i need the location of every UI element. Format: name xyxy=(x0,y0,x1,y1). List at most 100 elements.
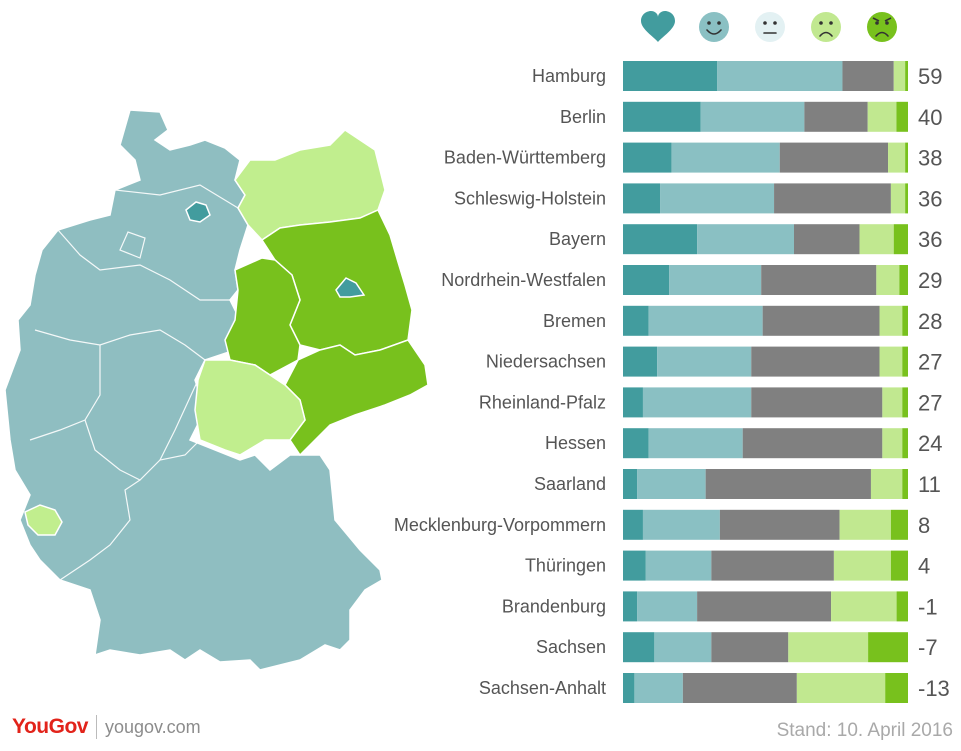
brand: YouGov yougov.com xyxy=(12,713,201,741)
bar-segment-like xyxy=(642,387,752,418)
category-label: Rheinland-Pfalz xyxy=(479,392,606,412)
net-score: 27 xyxy=(918,350,942,375)
bar-segment-dislike xyxy=(867,101,897,132)
net-score: 8 xyxy=(918,513,930,538)
bar-segment-neutral xyxy=(751,387,883,418)
divider xyxy=(95,715,97,739)
bar-segment-love xyxy=(623,469,638,499)
net-score: -1 xyxy=(918,594,938,619)
yougov-logo[interactable]: YouGov xyxy=(12,715,88,738)
category-label: Sachsen-Anhalt xyxy=(479,678,606,698)
bar-segment-love xyxy=(623,428,649,459)
net-score: -13 xyxy=(918,676,950,701)
category-label: Sachsen xyxy=(536,637,606,657)
bar-segment-neutral xyxy=(794,224,860,255)
category-label: Niedersachsen xyxy=(486,352,606,372)
bar-segment-dislike xyxy=(839,509,891,540)
bar-segment-like xyxy=(637,591,698,622)
net-score: 24 xyxy=(918,431,942,456)
bar-segment-dislike xyxy=(833,550,891,581)
bar-segment-neutral xyxy=(762,305,880,336)
site-url[interactable]: yougov.com xyxy=(104,716,201,737)
bar-segment-hate xyxy=(890,550,908,581)
map-hamburg xyxy=(185,201,211,223)
bar-segment-dislike xyxy=(831,591,897,622)
bar-segment-neutral xyxy=(842,61,894,91)
bar-segment-dislike xyxy=(788,632,869,663)
category-label: Nordrhein-Westfalen xyxy=(441,270,606,290)
bar-segment-dislike xyxy=(879,305,903,336)
category-label: Baden-Württemberg xyxy=(444,148,606,168)
category-label: Schleswig-Holstein xyxy=(454,188,606,208)
bar-segment-love xyxy=(623,224,698,255)
bar-segment-like xyxy=(645,550,712,581)
bar-segment-love xyxy=(623,61,718,91)
bar-segment-like xyxy=(671,142,780,173)
bar-segment-hate xyxy=(902,428,908,459)
bar-segment-hate xyxy=(905,61,908,91)
bar-segment-hate xyxy=(902,305,908,336)
bar-segment-hate xyxy=(890,509,908,540)
net-score: 36 xyxy=(918,227,942,252)
net-score: 36 xyxy=(918,186,942,211)
bar-segment-love xyxy=(623,632,655,663)
category-label: Bayern xyxy=(549,229,606,249)
bar-segment-neutral xyxy=(711,550,834,581)
bar-segment-like xyxy=(717,61,843,91)
bar-segment-love xyxy=(623,550,646,581)
bar-segment-like xyxy=(654,632,712,663)
bar-segment-dislike xyxy=(882,428,903,459)
category-label: Bremen xyxy=(543,311,606,331)
bar-segment-love xyxy=(623,387,643,418)
bar-segment-hate xyxy=(902,387,908,418)
bar-segment-love xyxy=(623,183,661,214)
category-label: Berlin xyxy=(560,107,606,127)
bar-segment-dislike xyxy=(890,183,906,214)
bar-segment-hate xyxy=(885,673,908,703)
heart-icon xyxy=(641,11,675,42)
stand-date: Stand: 10. April 2016 xyxy=(776,720,953,741)
bar-segment-hate xyxy=(905,142,908,173)
bar-segment-like xyxy=(700,101,805,132)
bar-segment-like xyxy=(660,183,775,214)
bar-segment-hate xyxy=(868,632,908,663)
smiley-neutral-icon xyxy=(755,12,785,42)
bar-segment-neutral xyxy=(751,346,880,377)
bar-segment-hate xyxy=(896,591,908,622)
bar-segment-like xyxy=(634,673,683,703)
bar-segment-neutral xyxy=(711,632,789,663)
category-label: Hessen xyxy=(545,433,606,453)
bar-segment-love xyxy=(623,101,701,132)
map-thueringen xyxy=(194,359,306,456)
map-state-borders xyxy=(29,184,239,581)
bar-segment-love xyxy=(623,346,658,377)
bar-segment-love xyxy=(623,305,649,336)
category-label: Mecklenburg-Vorpommern xyxy=(394,515,606,535)
net-score: 38 xyxy=(918,146,942,171)
bar-segment-neutral xyxy=(719,509,840,540)
category-label: Hamburg xyxy=(532,66,606,86)
bar-segment-like xyxy=(657,346,752,377)
map-saarland xyxy=(24,504,63,536)
bar-segment-hate xyxy=(902,469,908,499)
net-score: 27 xyxy=(918,390,942,415)
bar-segment-love xyxy=(623,265,670,295)
bar-segment-dislike xyxy=(796,673,886,703)
bar-segment-neutral xyxy=(705,469,871,499)
legend xyxy=(641,11,897,42)
bar-segment-neutral xyxy=(742,428,883,459)
bar-segment-love xyxy=(623,591,638,622)
bar-segment-hate xyxy=(899,265,908,295)
bar-segment-hate xyxy=(902,346,908,377)
bar-segment-like xyxy=(642,509,720,540)
bar-segment-like xyxy=(637,469,706,499)
bar-segment-dislike xyxy=(882,387,903,418)
net-score: 40 xyxy=(918,105,942,130)
bar-segment-like xyxy=(697,224,794,255)
bar-segment-neutral xyxy=(774,183,891,214)
net-score: 29 xyxy=(918,268,942,293)
bar-segment-neutral xyxy=(697,591,832,622)
bar-segment-dislike xyxy=(888,142,906,173)
net-score: 59 xyxy=(918,64,942,89)
